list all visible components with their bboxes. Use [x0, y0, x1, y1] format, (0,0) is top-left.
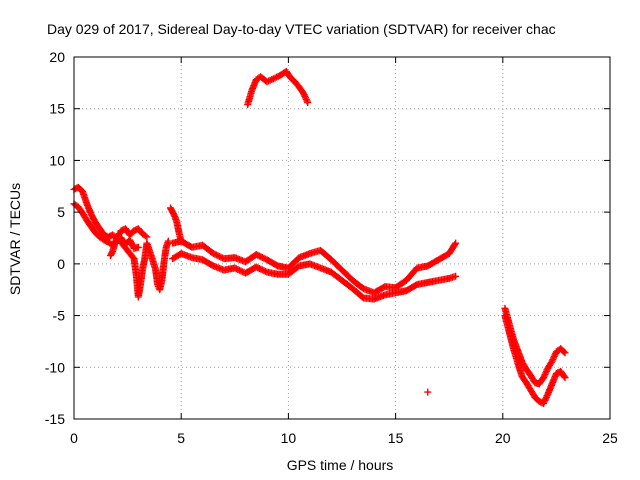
data-point — [258, 254, 266, 262]
data-point — [302, 95, 310, 103]
data-point — [254, 264, 262, 272]
series-segment-isolated-point — [424, 388, 432, 396]
x-tick-label: 10 — [281, 430, 297, 446]
data-point — [252, 251, 260, 259]
data-point — [235, 266, 243, 274]
plot-frame — [73, 56, 611, 420]
data-point — [560, 372, 568, 380]
grid — [74, 57, 610, 419]
data-point — [143, 233, 151, 241]
data-point — [234, 265, 242, 273]
data-point — [451, 240, 459, 248]
data-point — [141, 232, 149, 240]
tick-marks — [73, 56, 611, 420]
series-segment-late-descent-lower — [501, 312, 569, 407]
data-point — [452, 239, 460, 247]
data-point — [271, 74, 279, 82]
data-point — [260, 267, 268, 275]
data-point — [542, 367, 550, 375]
data-point — [540, 398, 548, 406]
y-axis-label: SDTVAR / TECUs — [7, 183, 23, 295]
data-point — [561, 349, 569, 357]
data-point — [134, 243, 142, 251]
x-tick-label: 20 — [495, 430, 511, 446]
data-point — [269, 75, 277, 83]
data-point — [261, 267, 269, 275]
data-point — [548, 357, 556, 365]
data-point — [549, 356, 557, 364]
y-tick-label: -10 — [45, 359, 65, 375]
data-point — [231, 264, 239, 272]
data-point — [266, 76, 274, 84]
data-point — [540, 372, 548, 380]
data-point — [255, 252, 263, 260]
data-point — [215, 252, 223, 260]
series-segment-dip-near-3h — [106, 233, 172, 301]
data-point — [540, 374, 548, 382]
data-point — [542, 393, 550, 401]
data-point — [424, 388, 432, 396]
data-point — [209, 250, 217, 258]
data-point — [541, 396, 549, 404]
data-point — [257, 265, 265, 273]
data-point — [542, 369, 550, 377]
data-point — [211, 250, 219, 258]
data-point — [254, 251, 262, 259]
data-point — [304, 99, 312, 107]
y-tick-label: 20 — [49, 49, 65, 65]
data-point — [268, 75, 276, 83]
x-axis-label: GPS time / hours — [287, 457, 394, 473]
data-point — [255, 264, 263, 272]
tick-labels: 0 5 10 15 20 25 -15 -10 -5 0 5 10 15 20 — [45, 49, 618, 446]
data-point — [301, 92, 309, 100]
y-tick-label: 5 — [57, 204, 65, 220]
data-point — [252, 263, 260, 271]
data-point — [258, 266, 266, 274]
data-point — [260, 254, 268, 262]
y-tick-label: 0 — [57, 256, 65, 272]
data-marks — [70, 67, 569, 407]
data-point — [561, 374, 569, 382]
y-tick-label: -5 — [53, 308, 66, 324]
data-point — [560, 348, 568, 356]
x-tick-label: 25 — [602, 430, 618, 446]
data-point — [214, 252, 222, 260]
data-point — [550, 352, 558, 360]
data-point — [452, 272, 460, 280]
y-tick-label: 15 — [49, 101, 65, 117]
data-point — [302, 94, 310, 102]
data-point — [257, 253, 265, 261]
data-point — [164, 237, 172, 245]
data-point — [273, 73, 281, 81]
data-point — [217, 253, 225, 261]
series-segment-early-decline-upper — [70, 183, 151, 242]
x-tick-label: 0 — [70, 430, 78, 446]
series-segment-early-decline-lower — [70, 200, 142, 252]
y-tick-label: 10 — [49, 152, 65, 168]
x-tick-label: 15 — [388, 430, 404, 446]
data-point — [232, 265, 240, 273]
data-point — [300, 91, 308, 99]
data-point — [299, 89, 307, 97]
data-point — [265, 77, 273, 85]
data-point — [303, 97, 311, 105]
series-segment-midday-band-lower — [169, 250, 460, 303]
x-tick-label: 5 — [177, 430, 185, 446]
data-point — [263, 78, 271, 86]
data-point — [540, 399, 548, 407]
data-point — [541, 371, 549, 379]
data-point — [212, 251, 220, 259]
series-segment-high-arc — [244, 67, 312, 109]
series-segment-midday-band-upper — [169, 237, 460, 297]
chart-title: Day 029 of 2017, Sidereal Day-to-day VTE… — [47, 21, 556, 37]
data-point — [550, 354, 558, 362]
y-tick-label: -15 — [45, 411, 65, 427]
data-point — [551, 351, 559, 359]
data-point — [542, 395, 550, 403]
data-point — [237, 267, 245, 275]
series-segment-early-spike — [166, 204, 185, 245]
